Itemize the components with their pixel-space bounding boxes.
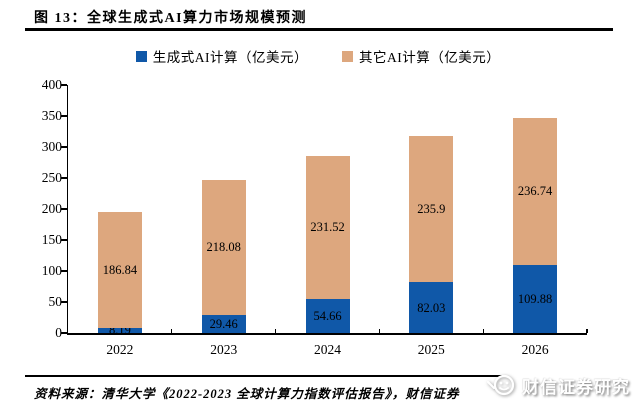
y-tick-label: 400 (41, 77, 62, 92)
legend-swatch-generative-icon (135, 50, 147, 62)
bar-value-label: 29.46 (209, 316, 238, 331)
bar-value-label: 54.66 (313, 309, 342, 324)
bar-segment-generative (97, 327, 142, 333)
bar-segment-generative (305, 299, 350, 333)
y-tick-label: 250 (41, 170, 62, 185)
bar-value-label: 236.74 (517, 184, 553, 199)
watermark-text: 财信证券研究 (522, 377, 630, 397)
y-axis-tick (61, 239, 67, 241)
x-category-label: 2025 (417, 342, 445, 357)
bar-value-label: 218.08 (206, 240, 241, 255)
title-underline-rule (25, 28, 613, 31)
bar-value-label: 235.9 (417, 202, 446, 216)
x-category-label: 2023 (210, 342, 238, 357)
x-category-label: 2026 (521, 342, 549, 357)
x-axis-line (66, 333, 587, 335)
bar-segment-other (201, 179, 246, 315)
y-tick-label: 100 (41, 263, 62, 278)
legend-item-other: 其它AI计算（亿美元） (342, 46, 500, 66)
x-axis-tick (378, 329, 380, 333)
chart-legend: 生成式AI计算（亿美元） 其它AI计算（亿美元） (0, 46, 636, 66)
bar-value-label: 186.84 (102, 263, 138, 277)
bar-value-label: 109.88 (517, 291, 553, 306)
y-tick-label: 50 (48, 294, 63, 309)
y-tick-label: 200 (41, 201, 62, 216)
y-axis-tick (61, 270, 67, 272)
legend-label-other: 其它AI计算（亿美元） (359, 50, 501, 65)
y-tick-label: 0 (55, 325, 62, 340)
legend-swatch-other-icon (342, 50, 353, 62)
y-tick-label: 350 (41, 108, 62, 123)
y-axis-tick (61, 146, 67, 148)
y-axis-tick (61, 208, 67, 210)
brand-watermark: 财信证券研究 (487, 372, 630, 398)
x-category-label: 2022 (106, 342, 134, 357)
bar-segment-other (409, 135, 454, 283)
y-axis-tick (61, 84, 67, 86)
source-note: 资料来源：清华大学《2022-2023 全球计算力指数评估报告》，财信证券 (34, 387, 460, 401)
bar-segment-other (513, 118, 558, 265)
legend-label-generative: 生成式AI计算（亿美元） (152, 50, 308, 65)
x-axis-tick (586, 329, 588, 333)
x-axis-tick (482, 329, 484, 333)
legend-item-generative: 生成式AI计算（亿美元） (135, 46, 308, 66)
figure-title: 图 13：全球生成式AI算力市场规模预测 (34, 11, 308, 26)
source-separator-rule (25, 375, 503, 377)
bar-segment-other (97, 212, 142, 328)
y-axis-tick (61, 332, 67, 334)
bar-value-label: 82.03 (417, 300, 446, 315)
y-axis-tick (61, 177, 67, 179)
x-axis-tick (171, 329, 173, 333)
bar-segment-generative (201, 314, 246, 333)
x-axis-tick (275, 329, 277, 333)
y-axis-tick (61, 301, 67, 303)
x-category-label: 2024 (314, 342, 341, 357)
cfzq-smiley-logo-icon (487, 374, 515, 396)
bar-segment-generative (409, 282, 454, 333)
y-axis-line (66, 85, 68, 335)
y-axis-tick (61, 115, 67, 117)
bar-segment-generative (513, 264, 558, 333)
bar-segment-other (305, 155, 350, 300)
y-tick-label: 300 (41, 139, 62, 154)
y-tick-label: 150 (41, 232, 62, 247)
bar-value-label: 231.52 (310, 220, 345, 235)
